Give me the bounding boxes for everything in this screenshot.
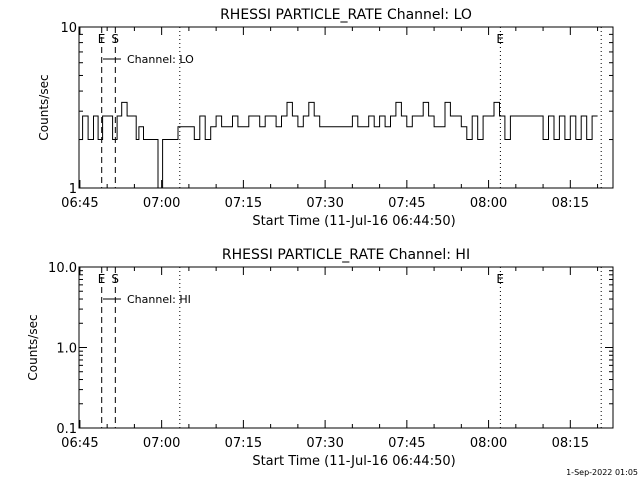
event-marker-label: E	[496, 272, 504, 286]
x-tick-label: 08:15	[552, 436, 589, 451]
x-tick-label: 08:15	[552, 196, 589, 211]
event-marker-label: S	[111, 32, 119, 46]
x-tick-label: 06:45	[61, 196, 98, 211]
hi-channel-panel: RHESSI PARTICLE_RATE Channel: HI Start Ti…	[26, 247, 614, 469]
footer-timestamp: 1-Sep-2022 01:05	[566, 468, 638, 477]
lo-channel-panel: RHESSI PARTICLE_RATE Channel: LO Start Ti…	[37, 7, 614, 229]
x-axis-label: Start Time (11-Jul-16 06:44:50)	[252, 214, 455, 229]
y-axis-label: Counts/sec	[26, 314, 40, 380]
y-tick-label: 1	[69, 182, 77, 197]
event-marker-label: E	[496, 32, 504, 46]
event-marker-label: E	[98, 272, 106, 286]
y-tick-label: 10.0	[48, 261, 77, 276]
y-tick-label: 10	[60, 21, 77, 36]
x-tick-label: 07:15	[225, 196, 262, 211]
event-marker-label: E	[98, 32, 106, 46]
x-axis-label: Start Time (11-Jul-16 06:44:50)	[252, 454, 455, 469]
x-tick-label: 08:00	[470, 196, 507, 211]
chart-title: RHESSI PARTICLE_RATE Channel: LO	[220, 7, 472, 23]
x-tick-label: 07:15	[225, 436, 262, 451]
x-tick-label: 07:45	[388, 196, 425, 211]
event-marker-label: S	[111, 272, 119, 286]
legend-label: Channel: HI	[127, 293, 191, 306]
x-tick-label: 07:00	[143, 436, 180, 451]
x-tick-label: 06:45	[61, 436, 98, 451]
chart-title: RHESSI PARTICLE_RATE Channel: HI	[222, 247, 470, 263]
x-tick-label: 07:00	[143, 196, 180, 211]
x-tick-label: 07:30	[306, 196, 343, 211]
x-tick-label: 07:30	[306, 436, 343, 451]
x-tick-label: 07:45	[388, 436, 425, 451]
y-axis-label: Counts/sec	[37, 74, 51, 140]
y-tick-label: 0.1	[56, 422, 77, 437]
legend-label: Channel: LO	[127, 53, 194, 66]
y-tick-label: 1.0	[56, 342, 77, 357]
series-line-lo	[79, 101, 598, 189]
x-tick-label: 08:00	[470, 436, 507, 451]
plot-frame	[78, 26, 614, 189]
plot-frame	[78, 266, 614, 429]
